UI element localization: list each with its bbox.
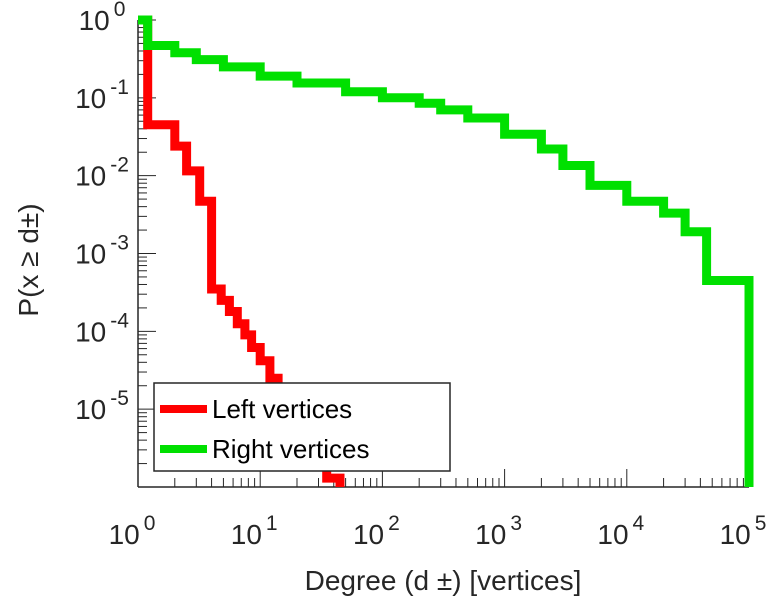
y-tick-label: 10 -5 [75,387,129,425]
series-line-right-vertices [138,15,754,487]
axes [137,19,750,488]
y-axis-label: P(x ≥ d±) [13,203,44,316]
x-tick-label: 10 5 [720,512,767,550]
legend: Left vertices Right vertices [153,382,451,472]
x-tick-label: 10 0 [109,512,156,550]
y-tick-label: 10 -3 [75,232,129,270]
y-tick-label: 10 -1 [75,76,129,114]
x-tick-label: 10 1 [231,512,278,550]
y-tick-label: 10 0 [79,0,126,36]
x-axis-label: Degree (d ±) [vertices] [305,565,582,596]
x-tick-label: 10 3 [475,512,522,550]
legend-label-left-vertices: Left vertices [212,394,352,424]
tick-labels: 10 0 10 1 10 2 10 3 10 4 10 5 10 0 10 -1 10 -2 10 -3 10 -4 10-… [75,0,766,550]
y-tick-label: 10 -2 [75,154,129,192]
y-tick-label: 10 -4 [75,309,129,347]
legend-label-right-vertices: Right vertices [212,434,370,464]
x-tick-label: 10 4 [597,512,644,550]
legend-box [153,382,451,472]
x-tick-label: 10 2 [353,512,400,550]
